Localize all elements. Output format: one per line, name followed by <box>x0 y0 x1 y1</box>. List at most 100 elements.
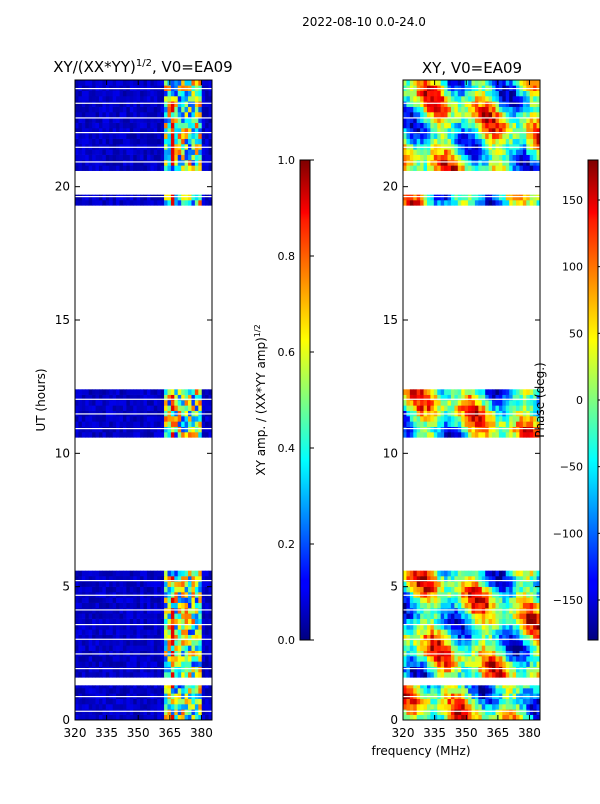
heatmap-cell <box>488 165 493 171</box>
heatmap-cell <box>78 576 83 582</box>
heatmap-cell <box>140 656 144 662</box>
heatmap-cell <box>140 432 144 438</box>
heatmap-cell <box>133 608 138 614</box>
heatmap-cell <box>495 570 500 577</box>
heatmap-cell <box>512 160 517 166</box>
heatmap-cell <box>208 133 213 139</box>
heatmap-cell <box>181 138 186 145</box>
heatmap-cell <box>85 432 90 438</box>
heatmap-cell <box>409 624 414 630</box>
heatmap-cell <box>516 661 520 667</box>
heatmap-cell <box>105 704 110 710</box>
heatmap-cell <box>426 90 431 97</box>
heatmap-cell <box>112 416 117 422</box>
heatmap-cell <box>471 165 476 171</box>
heatmap-cell <box>464 586 469 593</box>
heatmap-cell <box>126 685 131 689</box>
heatmap-cell <box>191 165 196 171</box>
heatmap-cell <box>119 581 124 587</box>
heatmap-cell <box>416 389 421 395</box>
heatmap-cell <box>153 432 158 438</box>
heatmap-cell <box>184 661 189 667</box>
heatmap-cell <box>78 80 83 86</box>
heatmap-cell <box>509 165 514 171</box>
heatmap-cell <box>205 629 209 635</box>
heatmap-cell <box>92 149 96 155</box>
heatmap-cell <box>119 80 124 86</box>
heatmap-cell <box>468 200 472 206</box>
heatmap-cell <box>81 154 86 161</box>
heatmap-cell <box>409 640 414 646</box>
heatmap-cell <box>188 80 192 86</box>
heatmap-cell <box>78 581 83 587</box>
heatmap-cell <box>133 645 138 651</box>
heatmap-cell <box>170 128 175 134</box>
heatmap-cell <box>529 106 534 113</box>
heatmap-cell <box>440 629 445 635</box>
heatmap-cell <box>184 128 189 134</box>
heatmap-cell <box>85 128 90 134</box>
heatmap-cell <box>81 432 86 438</box>
heatmap-cell <box>153 101 158 107</box>
heatmap-cell <box>430 165 435 171</box>
heatmap-cell <box>122 685 127 689</box>
heatmap-cell <box>492 96 496 102</box>
heatmap-cell <box>420 586 424 593</box>
heatmap-cell <box>102 624 107 630</box>
heatmap-cell <box>174 432 179 438</box>
heatmap-cell <box>164 586 168 593</box>
heatmap-cell <box>95 165 100 171</box>
heatmap-cell <box>95 400 100 406</box>
heatmap-cell <box>143 704 148 710</box>
heatmap-cell <box>102 416 107 422</box>
heatmap-cell <box>160 661 165 667</box>
heatmap-cell <box>116 709 120 715</box>
heatmap-cell <box>413 698 418 705</box>
heatmap-cell <box>116 602 120 609</box>
heatmap-cell <box>126 122 131 129</box>
heatmap-cell <box>129 685 134 689</box>
heatmap-cell <box>98 629 103 635</box>
heatmap-cell <box>526 432 531 438</box>
heatmap-cell <box>188 714 192 721</box>
heatmap-cell <box>177 613 182 619</box>
heatmap-cell <box>450 96 455 102</box>
heatmap-cell <box>208 432 213 438</box>
heatmap-cell <box>88 426 93 433</box>
heatmap-cell <box>122 666 127 673</box>
heatmap-cell <box>406 194 411 201</box>
heatmap-cell <box>426 661 431 667</box>
heatmap-cell <box>423 602 428 609</box>
heatmap-cell <box>423 80 428 86</box>
heatmap-cell <box>474 688 479 694</box>
heatmap-cell <box>136 704 141 710</box>
heatmap-cell <box>170 154 175 161</box>
heatmap-cell <box>454 432 459 438</box>
heatmap-cell <box>533 122 537 129</box>
heatmap-cell <box>188 128 192 134</box>
heatmap-cell <box>450 698 455 705</box>
heatmap-cell <box>529 597 534 603</box>
heatmap-cell <box>505 389 510 395</box>
heatmap-cell <box>474 101 479 107</box>
heatmap-cell <box>426 629 431 635</box>
heatmap-cell <box>481 709 486 715</box>
gap-line <box>75 624 212 626</box>
heatmap-cell <box>198 112 203 118</box>
heatmap-cell <box>92 421 96 427</box>
heatmap-cell <box>88 634 93 641</box>
heatmap-cell <box>426 122 431 129</box>
heatmap-cell <box>116 640 120 646</box>
heatmap-cell <box>502 96 507 102</box>
heatmap-cell <box>92 640 96 646</box>
heatmap-cell <box>167 698 172 705</box>
heatmap-cell <box>420 117 424 123</box>
heatmap-cell <box>181 608 186 614</box>
heatmap-cell <box>205 160 209 166</box>
heatmap-cell <box>526 645 531 651</box>
heatmap-cell <box>416 416 421 422</box>
heatmap-cell <box>184 704 189 710</box>
heatmap-cell <box>509 624 514 630</box>
heatmap-cell <box>492 154 496 161</box>
heatmap-cell <box>464 165 469 171</box>
